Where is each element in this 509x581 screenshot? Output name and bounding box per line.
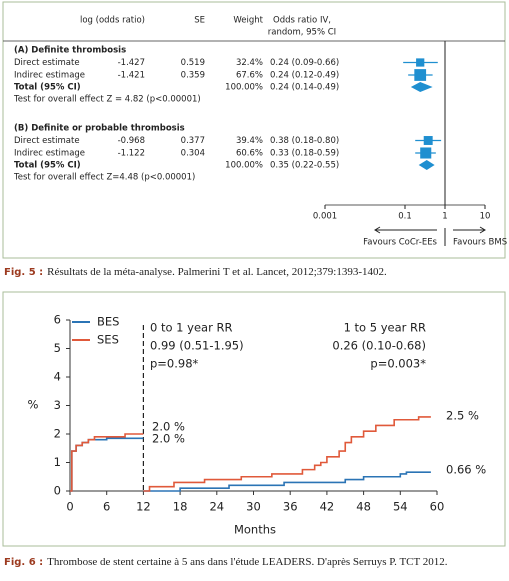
y-tick-label: 1 bbox=[54, 455, 61, 469]
total-diamond bbox=[418, 160, 435, 170]
row-label: Indirec estimage bbox=[14, 149, 85, 159]
estimate-square bbox=[423, 136, 433, 145]
x-tick-label: 0 bbox=[66, 500, 73, 514]
series-line bbox=[70, 416, 431, 492]
se: 0.519 bbox=[181, 58, 205, 68]
ci-label: 0.38 (0.18-0.80) bbox=[270, 136, 339, 146]
x-tick-label: 42 bbox=[320, 500, 335, 514]
x-tick-label: 48 bbox=[356, 500, 371, 514]
estimate-square bbox=[420, 147, 432, 159]
favours-right: Favours BMS bbox=[453, 238, 507, 248]
column-header: SE bbox=[194, 16, 205, 26]
log-or: -0.968 bbox=[118, 136, 145, 146]
column-header: random, 95% CI bbox=[268, 28, 336, 38]
annotation: 0.99 (0.51-1.95) bbox=[150, 339, 244, 353]
y-tick-label: 2 bbox=[54, 427, 61, 441]
ci-label: 0.33 (0.18-0.59) bbox=[270, 149, 339, 159]
group-title: (B) Definite or probable thrombosis bbox=[14, 124, 185, 134]
favours-left: Favours CoCr-EEs bbox=[363, 238, 437, 248]
annotation: 0.26 (0.10-0.68) bbox=[332, 339, 426, 353]
x-tick-label: 6 bbox=[103, 500, 110, 514]
caption-label: Fig. 6 : bbox=[4, 557, 43, 568]
log-or: -1.427 bbox=[118, 58, 145, 68]
x-tick-label: 12 bbox=[136, 500, 151, 514]
annotation: p=0.98* bbox=[150, 357, 199, 371]
annotation: p=0.003* bbox=[370, 357, 426, 371]
arrow bbox=[453, 226, 486, 234]
caption-label: Fig. 5 : bbox=[4, 267, 43, 278]
weight: 32.4% bbox=[236, 58, 263, 68]
legend-label: BES bbox=[97, 315, 119, 329]
se: 0.377 bbox=[181, 136, 205, 146]
ci-label: 0.24 (0.14-0.49) bbox=[270, 83, 339, 93]
y-tick-label: 0 bbox=[54, 484, 61, 498]
y-tick-label: 5 bbox=[54, 341, 61, 355]
annotation: 1 to 5 year RR bbox=[344, 321, 426, 335]
end-label: 2.5 % bbox=[446, 409, 479, 423]
group-title: (A) Definite thrombosis bbox=[14, 46, 126, 56]
caption-text: Thrombose de stent certaine à 5 ans dans… bbox=[47, 556, 448, 568]
row-label: Indirec estimage bbox=[14, 71, 85, 81]
x-tick-label: 0.1 bbox=[398, 212, 412, 222]
x-tick-label: 10 bbox=[480, 212, 491, 222]
column-header: Weight bbox=[233, 16, 263, 26]
x-tick-label: 60 bbox=[430, 500, 445, 514]
weight: 100.00% bbox=[225, 161, 263, 171]
y-tick-label: 3 bbox=[54, 398, 61, 412]
total-label: Total (95% CI) bbox=[14, 83, 81, 93]
figure-frame bbox=[2, 291, 506, 547]
x-tick-label: 1 bbox=[442, 212, 447, 222]
ci-label: 0.35 (0.22-0.55) bbox=[270, 161, 339, 171]
se: 0.304 bbox=[181, 149, 205, 159]
log-or: -1.421 bbox=[118, 71, 145, 81]
ci-label: 0.24 (0.09-0.66) bbox=[270, 58, 339, 68]
end-label: 0.66 % bbox=[446, 463, 486, 477]
end-label: 2.0 % bbox=[152, 420, 185, 434]
caption: Fig. 5 : Résultats de la méta-analyse. Pa… bbox=[4, 266, 387, 278]
end-label: 2.0 % bbox=[152, 432, 185, 446]
x-tick-label: 30 bbox=[246, 500, 261, 514]
total-label: Total (95% CI) bbox=[14, 161, 81, 171]
test-text: Test for overall effect Z=4.48 (p<0.0000… bbox=[13, 173, 195, 183]
x-tick-label: 18 bbox=[173, 500, 188, 514]
x-tick-label: 54 bbox=[393, 500, 408, 514]
arrow bbox=[374, 226, 437, 234]
total-diamond bbox=[410, 82, 433, 92]
figure-5: log (odds ratio) SE Weight Odds ratio IV, ra… bbox=[2, 1, 507, 259]
y-axis-label: % bbox=[28, 398, 39, 412]
row-label: Direct estimate bbox=[14, 136, 80, 146]
weight: 67.6% bbox=[236, 71, 263, 81]
estimate-square bbox=[416, 58, 425, 67]
x-tick-label: 36 bbox=[283, 500, 298, 514]
column-header: log (odds ratio) bbox=[80, 16, 145, 26]
weight: 39.4% bbox=[236, 136, 263, 146]
test-text: Test for overall effect Z = 4.82 (p<0.00… bbox=[13, 95, 201, 105]
legend-label: SES bbox=[97, 333, 119, 347]
y-tick-label: 6 bbox=[54, 313, 61, 327]
annotation: 0 to 1 year RR bbox=[150, 321, 232, 335]
log-or: -1.122 bbox=[118, 149, 145, 159]
caption: Fig. 6 : Thrombose de stent certaine à 5 … bbox=[4, 556, 448, 568]
caption-text: Résultats de la méta-analyse. Palmerini … bbox=[47, 266, 387, 278]
se: 0.359 bbox=[181, 71, 205, 81]
x-tick-label: 24 bbox=[209, 500, 224, 514]
figure-frame bbox=[2, 1, 506, 259]
ci-label: 0.24 (0.12-0.49) bbox=[270, 71, 339, 81]
row-label: Direct estimate bbox=[14, 58, 80, 68]
series-line bbox=[70, 437, 431, 492]
weight: 100.00% bbox=[225, 83, 263, 93]
x-tick-label: 0.001 bbox=[313, 212, 337, 222]
x-axis-label: Months bbox=[234, 523, 276, 537]
weight: 60.6% bbox=[236, 149, 263, 159]
y-tick-label: 4 bbox=[54, 370, 61, 384]
column-header: Odds ratio IV, bbox=[273, 16, 331, 26]
estimate-square bbox=[414, 69, 427, 81]
